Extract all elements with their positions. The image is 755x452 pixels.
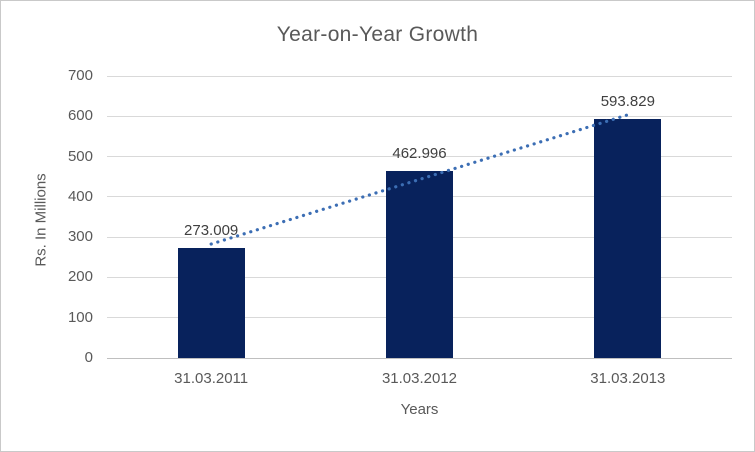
y-tick-label: 100 [67, 308, 93, 326]
y-tick-label: 200 [67, 268, 93, 286]
y-tick-label: 500 [67, 147, 93, 165]
y-tick-label: 400 [67, 187, 93, 205]
bar [386, 171, 453, 358]
y-tick-label: 700 [67, 67, 93, 84]
bar-data-label: 462.996 [392, 145, 447, 163]
bar [177, 248, 245, 358]
chart-title: Year-on-Year Growth [276, 23, 479, 46]
bar [594, 118, 662, 358]
y-tick-label: 600 [67, 107, 93, 125]
gridline [107, 115, 732, 117]
bar-data-label: 273.009 [184, 222, 239, 240]
y-tick-label: 300 [67, 228, 93, 246]
x-tick-label: 31.03.2011 [174, 370, 249, 387]
gridline [107, 75, 732, 77]
x-tick-label: 31.03.2013 [590, 370, 666, 387]
x-axis-line [107, 357, 732, 359]
bar-data-label: 593.829 [600, 92, 655, 110]
x-tick-label: 31.03.2012 [381, 370, 458, 387]
y-tick-label: 0 [84, 349, 93, 366]
x-axis-title: Years [400, 401, 439, 418]
